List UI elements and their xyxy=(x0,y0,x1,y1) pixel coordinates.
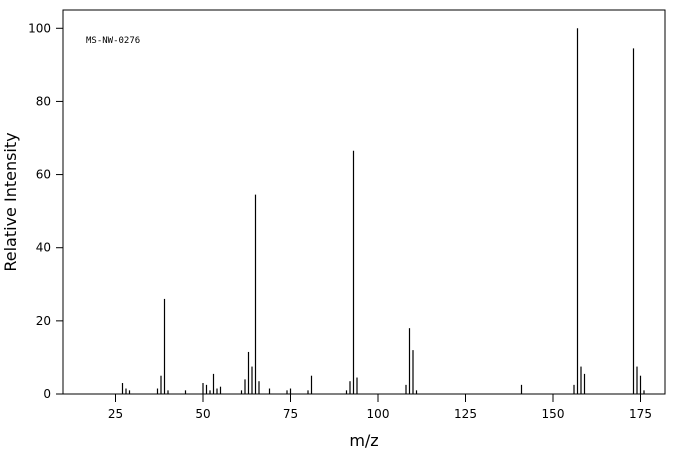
x-tick-label: 150 xyxy=(542,407,565,421)
x-tick-label: 125 xyxy=(454,407,477,421)
x-tick-label: 175 xyxy=(629,407,652,421)
annotation: MS-NW-0276 xyxy=(86,36,140,46)
y-tick-label: 0 xyxy=(43,387,51,401)
y-tick-label: 100 xyxy=(28,21,51,35)
y-tick-label: 40 xyxy=(36,241,51,255)
x-tick-label: 25 xyxy=(108,407,123,421)
y-tick-label: 80 xyxy=(36,94,51,108)
x-tick-label: 50 xyxy=(195,407,210,421)
plot-frame xyxy=(62,9,666,395)
x-tick-label: 75 xyxy=(283,407,298,421)
y-tick-label: 20 xyxy=(36,314,51,328)
y-tick-label: 60 xyxy=(36,168,51,182)
y-axis-label: Relative Intensity xyxy=(1,132,20,271)
x-axis-label: m/z xyxy=(349,431,378,450)
x-tick-label: 100 xyxy=(367,407,390,421)
